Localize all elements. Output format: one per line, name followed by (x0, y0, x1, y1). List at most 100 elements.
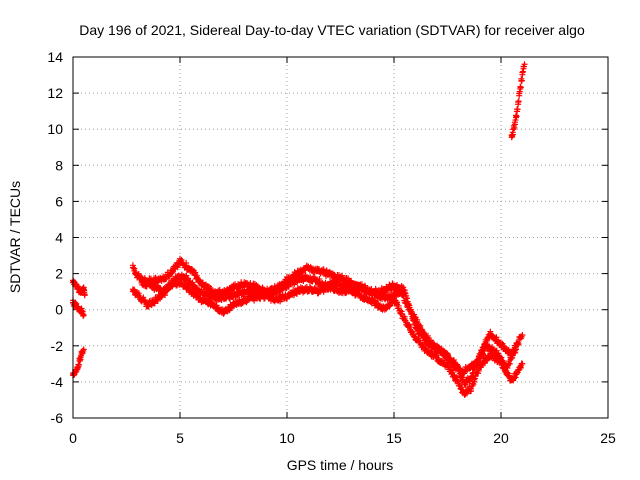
data-point-marker (313, 284, 320, 291)
data-point-marker (487, 328, 494, 335)
data-point-marker (250, 285, 257, 292)
data-point-marker (397, 284, 404, 291)
data-point-marker (414, 316, 421, 323)
data-point-marker (80, 346, 87, 353)
data-point-marker (410, 331, 417, 338)
data-point-marker (458, 384, 465, 391)
y-axis-label: SDTVAR / TECUs (7, 181, 23, 293)
y-tick-label: 2 (55, 266, 63, 282)
data-point-marker (405, 322, 412, 329)
data-point-marker (213, 302, 220, 309)
data-point-marker (433, 353, 440, 360)
data-point-marker (129, 262, 136, 269)
data-point-marker (398, 308, 405, 315)
data-point-marker (403, 298, 410, 305)
data-point-marker (456, 380, 463, 387)
data-point-marker (433, 352, 440, 359)
data-point-marker (145, 303, 152, 310)
data-point-marker (80, 312, 87, 319)
data-point-marker (406, 321, 413, 328)
data-point-marker (167, 284, 174, 291)
data-point-marker (513, 113, 520, 120)
data-points (70, 61, 528, 398)
y-tick-label: 14 (47, 49, 63, 65)
data-point-marker (471, 376, 478, 383)
y-tick-label: -6 (51, 410, 64, 426)
y-tick-label: 4 (55, 230, 63, 246)
data-point-marker (316, 276, 323, 283)
data-point-marker (450, 357, 457, 364)
data-point-marker (449, 367, 456, 374)
data-point-marker (512, 347, 519, 354)
data-point-marker (521, 61, 528, 68)
x-tick-label: 15 (386, 430, 402, 446)
data-point-marker (453, 374, 460, 381)
data-point-marker (394, 299, 401, 306)
data-point-marker (178, 256, 185, 263)
data-point-marker (450, 371, 457, 378)
y-tick-label: -4 (51, 374, 64, 390)
data-point-marker (515, 98, 522, 105)
data-point-marker (512, 374, 519, 381)
data-point-marker (154, 297, 161, 304)
data-point-marker (406, 304, 413, 311)
x-tick-label: 25 (600, 430, 616, 446)
data-point-marker (193, 272, 200, 279)
data-point-marker (417, 322, 424, 329)
data-point-marker (362, 284, 369, 291)
data-point-marker (141, 276, 148, 283)
y-tick-label: 12 (47, 85, 63, 101)
data-point-marker (416, 337, 423, 344)
data-point-marker (512, 346, 519, 353)
data-point-marker (75, 283, 82, 290)
y-tick-label: 6 (55, 193, 63, 209)
x-tick-label: 10 (279, 430, 295, 446)
data-point-marker (505, 370, 512, 377)
data-point-marker (515, 340, 522, 347)
axis-ticks: 0 5 10 15 20 25 -6 -4 -2 0 2 4 6 8 10 12 14 (47, 49, 616, 446)
x-tick-label: 0 (69, 430, 77, 446)
data-point-marker (424, 332, 431, 339)
data-point-marker (81, 292, 88, 299)
data-point-marker (198, 286, 205, 293)
data-point-marker (196, 277, 203, 284)
data-point-marker (457, 365, 464, 372)
chart-title: Day 196 of 2021, Sidereal Day-to-day VTE… (79, 22, 585, 38)
data-point-marker (192, 269, 199, 276)
data-point-marker (517, 363, 524, 370)
x-tick-label: 20 (493, 430, 509, 446)
data-point-marker (401, 313, 408, 320)
data-point-marker (519, 331, 526, 338)
y-tick-label: 0 (55, 302, 63, 318)
y-tick-label: 10 (47, 121, 63, 137)
data-point-marker (339, 272, 346, 279)
data-point-marker (135, 290, 142, 297)
x-axis-label: GPS time / hours (287, 457, 394, 473)
data-point-marker (395, 302, 402, 309)
data-point-marker (517, 84, 524, 91)
y-tick-label: 8 (55, 157, 63, 173)
data-point-marker (468, 385, 475, 392)
data-point-marker (157, 285, 164, 292)
data-point-marker (399, 292, 406, 299)
data-point-marker (518, 77, 525, 84)
data-point-marker (514, 339, 521, 346)
data-point-marker (400, 291, 407, 298)
data-point-marker (444, 351, 451, 358)
data-point-marker (506, 360, 513, 367)
data-point-marker (493, 334, 500, 341)
data-point-marker (429, 348, 436, 355)
data-point-marker (184, 275, 191, 282)
data-point-marker (420, 341, 427, 348)
x-tick-label: 5 (176, 430, 184, 446)
y-tick-label: -2 (51, 338, 64, 354)
data-point-marker (183, 260, 190, 267)
data-point-marker (498, 354, 505, 361)
data-point-marker (151, 300, 158, 307)
plot-frame (72, 56, 609, 419)
data-point-marker (481, 348, 488, 355)
data-point-marker (519, 360, 526, 367)
data-point-marker (131, 265, 138, 272)
